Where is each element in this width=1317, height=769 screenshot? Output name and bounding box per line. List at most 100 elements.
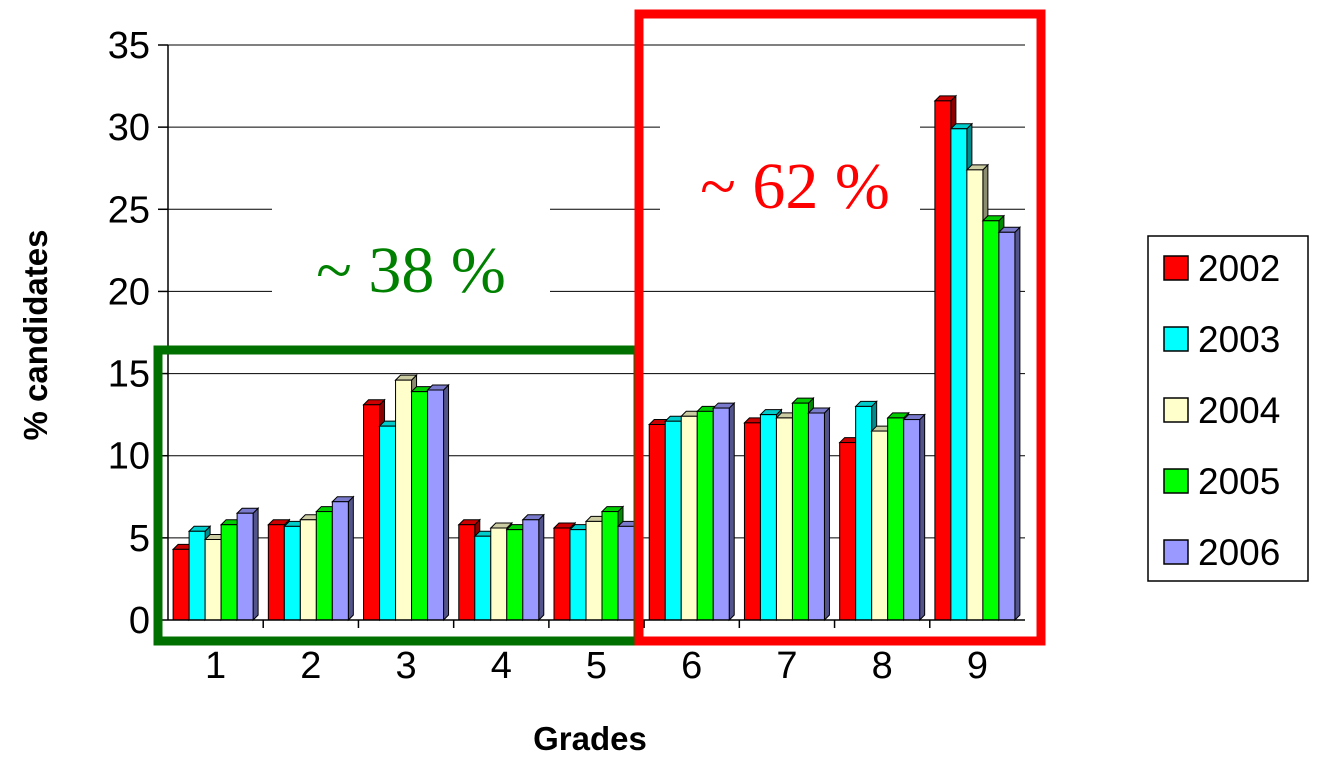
y-tick-label: 10	[108, 436, 150, 478]
legend-swatch	[1163, 326, 1189, 352]
bar-front	[982, 220, 1000, 621]
y-tick-label: 30	[108, 107, 150, 149]
legend-swatch	[1163, 539, 1189, 565]
bar-front	[696, 410, 714, 621]
bar-front	[887, 417, 905, 621]
y-tick-label: 15	[108, 354, 150, 396]
bar-front	[363, 404, 381, 621]
bar	[997, 226, 1022, 622]
bar-front	[680, 415, 698, 621]
bar	[331, 495, 355, 622]
bar-front	[585, 520, 603, 621]
bar-front	[648, 424, 666, 621]
y-tick-label: 25	[108, 189, 150, 231]
bar-side	[252, 507, 259, 622]
y-axis-title: % candidates	[17, 230, 54, 441]
bar	[712, 401, 736, 622]
bar-front	[490, 527, 508, 621]
bar-front	[998, 231, 1016, 621]
bar-front	[871, 430, 889, 621]
bar-front	[379, 425, 397, 621]
y-tick-label: 0	[129, 600, 150, 642]
bar-front	[458, 524, 476, 621]
bar-front	[299, 519, 317, 621]
bar-front	[966, 169, 984, 621]
legend-swatch	[1163, 468, 1189, 494]
bar-front	[759, 414, 777, 621]
bar-front	[807, 412, 825, 621]
red-annotation-bg	[660, 120, 920, 235]
bar-front	[331, 501, 349, 621]
bar	[521, 513, 545, 622]
bar-front	[506, 529, 524, 621]
bar-front	[791, 402, 809, 621]
bar	[902, 413, 926, 622]
x-axis-title: Grades	[533, 720, 647, 757]
x-tick-label: 8	[872, 645, 893, 687]
bar-front	[188, 530, 206, 621]
legend-label: 2004	[1198, 390, 1280, 431]
bar-side	[347, 495, 354, 622]
x-tick-label: 1	[205, 645, 226, 687]
x-tick-label: 3	[395, 645, 416, 687]
y-tick-label: 5	[129, 518, 150, 560]
bar-front	[236, 512, 254, 621]
y-tick-labels: 0 5 10 15 20 25 30 35	[108, 25, 150, 642]
bar-side	[823, 406, 830, 622]
bars	[171, 94, 1022, 622]
bar-front	[855, 405, 873, 621]
bar-front	[395, 379, 413, 621]
bar-front	[283, 525, 301, 621]
x-tick-label: 2	[300, 645, 321, 687]
bar-front	[934, 100, 952, 621]
bar-side	[1014, 226, 1021, 622]
bar-front	[712, 407, 730, 621]
legend-label: 2005	[1198, 461, 1280, 502]
red-annotation-label: ~ 62 %	[700, 150, 890, 223]
axes	[167, 45, 1025, 621]
green-annotation-label: ~ 38 %	[316, 234, 506, 307]
bar-front	[427, 389, 445, 621]
bar-side	[919, 413, 926, 622]
bar-front	[411, 391, 429, 621]
bar-front	[553, 527, 571, 621]
legend-label: 2003	[1198, 319, 1280, 360]
bar-front	[775, 417, 793, 621]
bar-front	[522, 519, 540, 621]
bar	[807, 406, 831, 622]
bar-front	[267, 524, 285, 621]
bar-side	[443, 383, 450, 622]
x-tick-label: 6	[681, 645, 702, 687]
bar-front	[220, 524, 238, 621]
bar	[235, 507, 260, 622]
legend-swatch	[1163, 255, 1189, 281]
red-highlight-box	[634, 9, 1046, 646]
bar	[426, 383, 450, 622]
legend: 2002 2003 2004 2005 2006	[1147, 235, 1309, 582]
x-tick-label: 9	[967, 645, 988, 687]
green-annotation-bg	[272, 200, 550, 310]
x-tick-label: 5	[586, 645, 607, 687]
bar-front	[569, 529, 587, 621]
x-tick-labels: 1 2 3 4 5 6 7 8 9	[205, 620, 988, 687]
y-tick-label: 35	[108, 25, 150, 67]
x-tick-label: 7	[776, 645, 797, 687]
bar-front	[601, 511, 619, 621]
y-tick-label: 20	[108, 271, 150, 313]
bar-front	[315, 511, 333, 621]
x-tick-label: 4	[491, 645, 512, 687]
bar-front	[172, 548, 190, 621]
bar-front	[474, 535, 492, 621]
bar-front	[903, 419, 921, 621]
bar-front	[839, 442, 857, 621]
bar-side	[728, 401, 735, 622]
bar-front	[950, 128, 968, 621]
bar-front	[743, 422, 761, 621]
legend-label: 2002	[1198, 248, 1280, 289]
bar-front	[617, 525, 635, 621]
bar-front	[664, 420, 682, 621]
bar-front	[204, 539, 222, 621]
legend-swatch	[1163, 397, 1189, 423]
bar-side	[538, 513, 545, 622]
